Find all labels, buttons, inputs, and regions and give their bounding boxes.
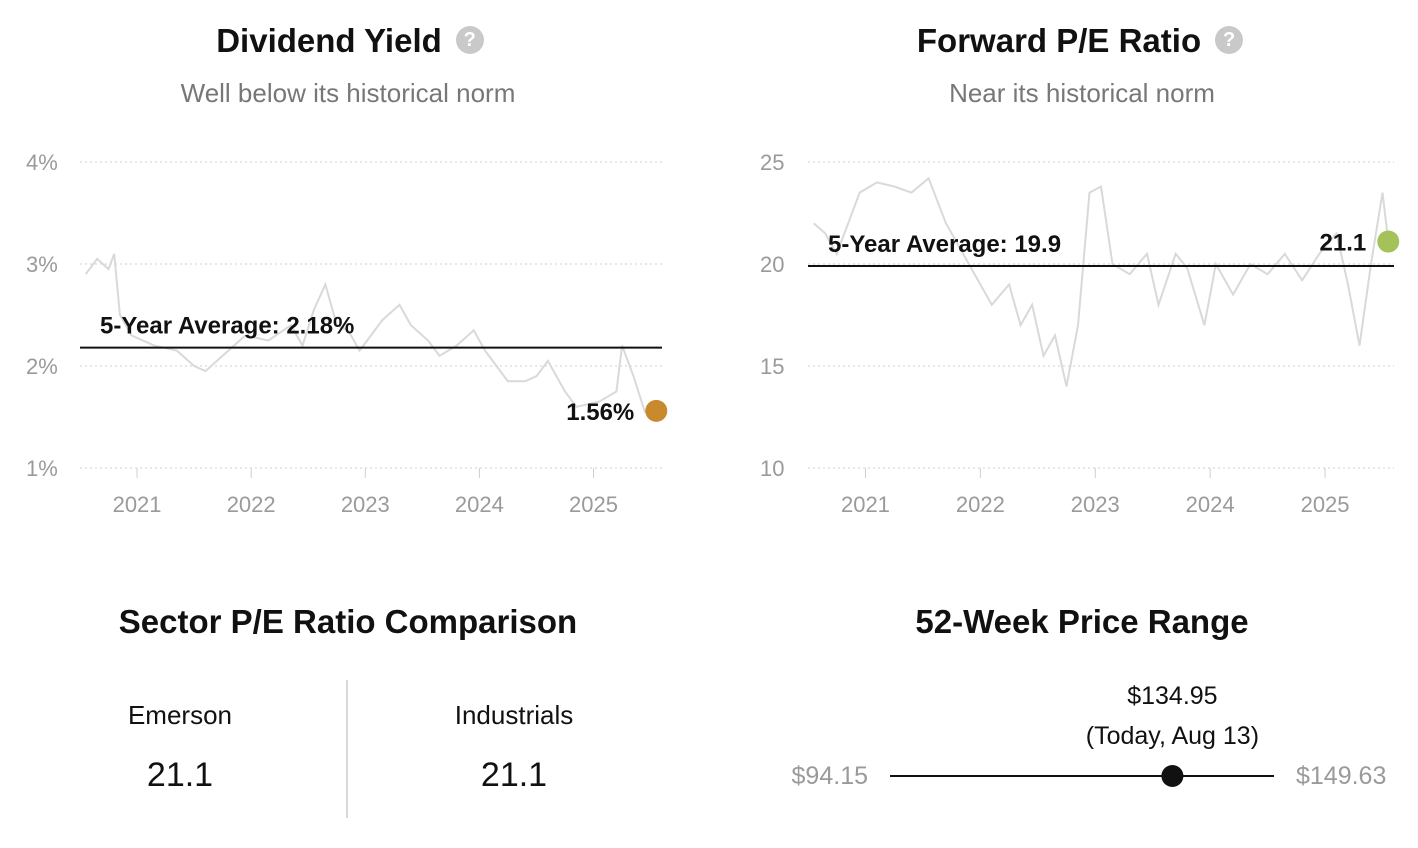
sector-divider — [346, 680, 348, 818]
dividend-x-tick-label: 2025 — [569, 492, 618, 517]
question-circle-icon[interactable]: ? — [455, 26, 484, 54]
dividend-current-value-dot — [645, 399, 668, 422]
pe-x-tick-label: 2023 — [1071, 492, 1120, 517]
pe-y-tick-label: 15 — [760, 354, 784, 379]
range-current-price: $134.95 — [1127, 682, 1217, 710]
dividend-x-tick-label: 2023 — [341, 492, 390, 517]
dividend-y-tick-label: 2% — [26, 354, 58, 379]
dividend-x-tick-label: 2024 — [455, 492, 504, 517]
dividend-series-line — [84, 253, 657, 413]
sector-right-value: 21.1 — [480, 756, 548, 794]
pe-x-tick-label: 2024 — [1186, 492, 1235, 517]
range-current-note: (Today, Aug 13) — [1086, 722, 1259, 750]
pe-x-tick-label: 2021 — [841, 492, 890, 517]
dividend-yield-subtitle: Well below its historical norm — [180, 78, 516, 108]
forward-pe-subtitle: Near its historical norm — [949, 78, 1215, 108]
sector-left-name: Emerson — [127, 700, 233, 730]
dividend-yield-title-text: Dividend Yield — [216, 22, 442, 59]
pe-x-tick-label: 2022 — [956, 492, 1005, 517]
pe-x-tick-label: 2025 — [1301, 492, 1350, 517]
price-range-title: 52-Week Price Range — [915, 603, 1249, 640]
pe-y-tick-label: 10 — [760, 456, 784, 481]
pe-y-tick-label: 20 — [760, 252, 784, 277]
sector-left-value: 21.1 — [146, 756, 214, 794]
dividend-current-value-label: 1.56% — [566, 399, 634, 426]
pe-current-value-dot — [1377, 230, 1400, 253]
price-range-widget: $134.95 (Today, Aug 13) $94.15 $149.63 — [792, 682, 1387, 790]
dividend-x-tick-label: 2022 — [227, 492, 276, 517]
question-circle-icon[interactable]: ? — [1215, 26, 1244, 54]
pe-current-value-label: 21.1 — [1320, 230, 1367, 257]
sector-pe-title: Sector P/E Ratio Comparison — [118, 603, 578, 640]
dividend-yield-chart: 1% 2% 3% 4% 2021 2022 2023 2024 2025 5-Year Avera… — [26, 150, 668, 517]
pe-y-tick-label: 25 — [760, 150, 784, 175]
pe-series-line — [813, 176, 1390, 387]
forward-pe-title-text: Forward P/E Ratio — [916, 22, 1202, 59]
pe-average-label: 5-Year Average: 19.9 — [828, 231, 1061, 258]
dividend-y-tick-label: 1% — [26, 456, 58, 481]
dividend-average-label: 5-Year Average: 2.18% — [100, 313, 354, 340]
forward-pe-title: Forward P/E Ratio? — [850, 22, 1310, 60]
range-low: $94.15 — [792, 762, 868, 790]
sector-right-name: Industrials — [454, 700, 574, 730]
dividend-y-tick-label: 4% — [26, 150, 58, 175]
dividend-y-tick-label: 3% — [26, 252, 58, 277]
range-high: $149.63 — [1296, 762, 1386, 790]
dividend-x-tick-label: 2021 — [113, 492, 162, 517]
dividend-yield-title: Dividend Yield? — [130, 22, 570, 60]
range-current-marker — [1161, 765, 1184, 787]
